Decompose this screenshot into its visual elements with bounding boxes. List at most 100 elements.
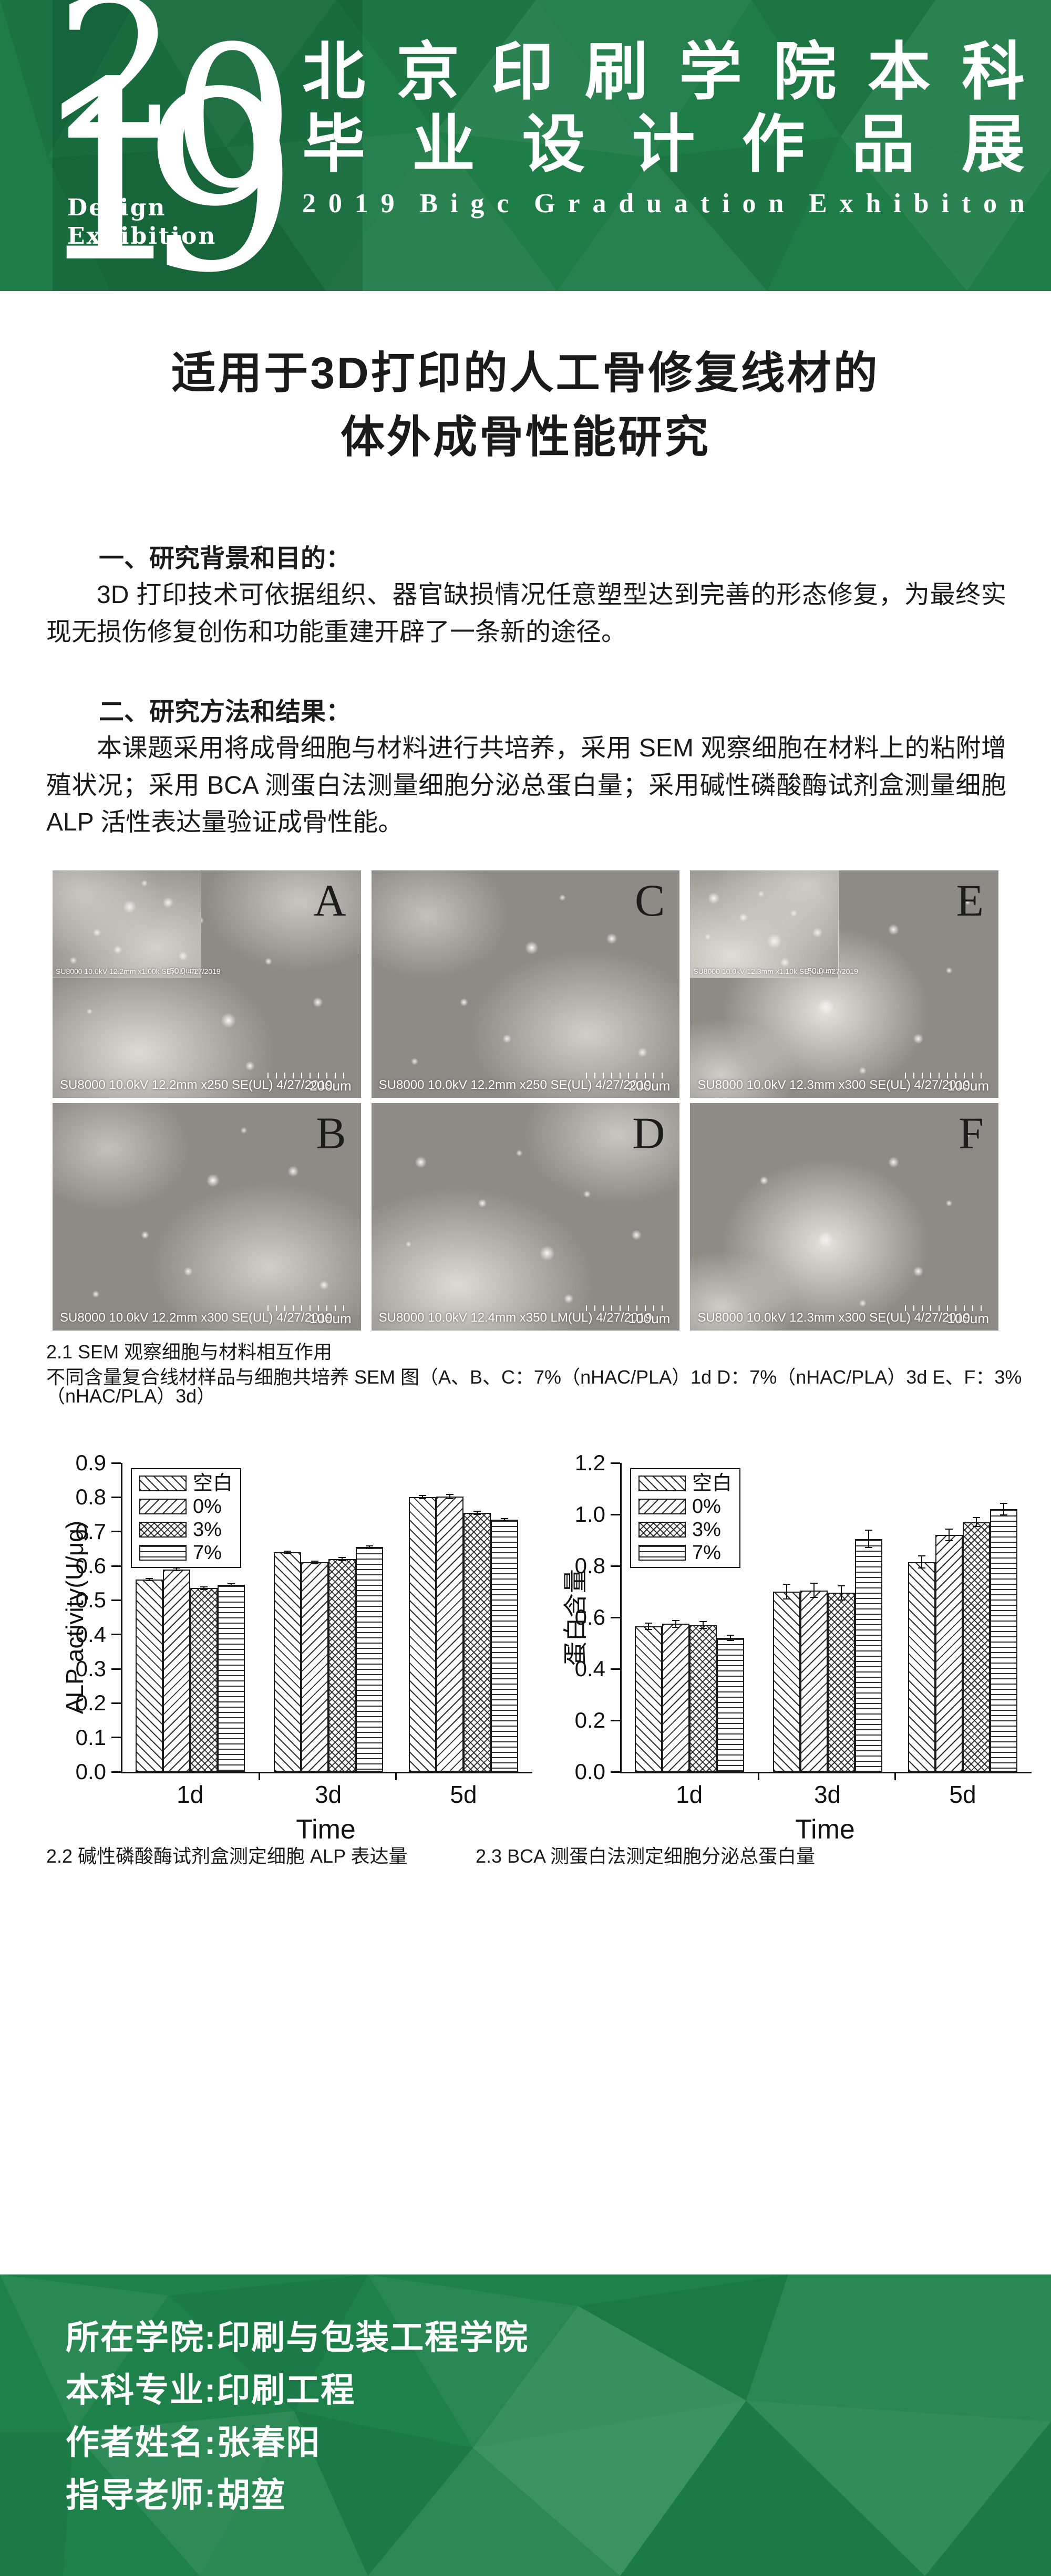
- sem-metadata-bar: SU8000 10.0kV 12.2mm x300 SE(UL) 4/27/20…: [60, 1311, 333, 1325]
- logo-digit-0: 0: [171, 5, 295, 231]
- sem-scale-label: 100um: [947, 1078, 990, 1094]
- section2-heading: 二、研究方法和结果：: [99, 698, 352, 726]
- legend-label: 3%: [692, 1519, 721, 1541]
- logo-digit-2: 2: [55, 0, 179, 184]
- sem-scale-ruler-icon: [905, 1305, 989, 1312]
- header-char: 学: [679, 37, 743, 107]
- logo-subtitle-design: Design: [67, 194, 167, 221]
- header-char: 计: [632, 110, 695, 180]
- error-bar: [311, 1561, 318, 1564]
- y-tick-mark: [111, 1462, 121, 1464]
- legend-item: 空白: [638, 1473, 732, 1493]
- y-tick-label: 0.2: [75, 1690, 106, 1716]
- header-title-line2: 毕业设计作品展: [302, 113, 1025, 176]
- header-char: h: [865, 189, 881, 219]
- bar-空白-3d: [273, 1552, 301, 1772]
- header-char: i: [941, 189, 949, 219]
- header-char: b: [913, 189, 929, 219]
- header-char: x: [839, 189, 853, 219]
- y-tick-label: 1.2: [574, 1450, 605, 1475]
- bar-3%-3d: [328, 1559, 356, 1772]
- sem-scale-label: 200um: [628, 1078, 671, 1094]
- sem-scale-box: 100um: [905, 1305, 989, 1326]
- legend-item: 7%: [638, 1543, 732, 1563]
- legend-swatch-icon: [638, 1522, 686, 1538]
- error-bar: [672, 1619, 679, 1628]
- x-category-label: 5d: [450, 1781, 477, 1808]
- bar-7%-1d: [716, 1638, 744, 1772]
- sem-panel-letter: C: [634, 875, 665, 926]
- error-bar: [365, 1545, 373, 1549]
- sem-panel-letter: B: [316, 1108, 346, 1158]
- bar-3%-5d: [463, 1513, 491, 1772]
- header-char: o: [983, 189, 997, 219]
- sem-panel-A: SU8000 10.0kV 12.2mm x1.00k SE(UL) 4/27/…: [53, 870, 361, 1098]
- y-tick-label: 0.6: [75, 1553, 106, 1578]
- sem-scale-box: 200um: [586, 1073, 671, 1094]
- bar-0%-3d: [301, 1562, 328, 1772]
- plot-area: 空白 0% 3% 7% 0.0 0.2 0.4 0.6 0.8 1.0 1.2 1d 3d 5d: [575, 1452, 1032, 1808]
- header-char: n: [768, 189, 784, 219]
- legend-label: 7%: [692, 1542, 721, 1564]
- bar-空白-1d: [135, 1580, 163, 1772]
- section1-body: 3D 打印技术可依据组织、器官缺损情况任意塑型达到完善的形态修复，为最终实现无损…: [46, 581, 1006, 646]
- logo-panel: [53, 0, 363, 291]
- error-bar: [918, 1555, 925, 1569]
- y-tick-label: 0.8: [75, 1484, 106, 1510]
- bar-7%-3d: [355, 1547, 383, 1772]
- header-char: 毕: [302, 110, 365, 180]
- error-bar: [338, 1557, 346, 1561]
- sem-metadata-bar: SU8000 10.0kV 12.2mm x250 SE(UL) 4/27/20…: [378, 1078, 652, 1092]
- bar-0%-3d: [800, 1591, 828, 1772]
- alp-activity-bar-chart: ALP activity(U/μg) 空白 0% 3% 7% 0.0 0.1 0.2 0.3…: [53, 1452, 552, 1854]
- legend-label: 空白: [193, 1472, 233, 1494]
- legend-swatch-icon: [139, 1545, 187, 1561]
- error-bar: [145, 1577, 153, 1582]
- bar-空白-3d: [772, 1592, 800, 1772]
- y-tick-mark: [611, 1462, 620, 1464]
- legend-item: 7%: [139, 1543, 233, 1563]
- bar-0%-5d: [436, 1497, 463, 1772]
- logo-digit-1: 1: [32, 29, 189, 292]
- sem-scale-ruler-icon: [586, 1073, 671, 1079]
- legend-swatch-icon: [638, 1545, 686, 1561]
- legend-item: 0%: [638, 1497, 732, 1516]
- header-char: 院: [773, 37, 837, 107]
- footer-line-major: 本科专业:印刷工程: [66, 2371, 356, 2409]
- header-char: a: [592, 189, 606, 219]
- y-tick-mark: [111, 1702, 121, 1704]
- header-char: 设: [522, 110, 585, 180]
- bar-3%-3d: [827, 1593, 855, 1772]
- y-tick-label: 0.4: [75, 1622, 106, 1647]
- header-char: 北: [302, 37, 365, 107]
- chart-caption-right: 2.3 BCA 测蛋白法测定细胞分泌总蛋白量: [476, 1845, 816, 1867]
- y-axis-label: ALP activity(U/μg): [61, 1520, 88, 1715]
- logo-digit-9: 9: [142, 39, 300, 292]
- y-tick-label: 0.2: [574, 1708, 605, 1732]
- header-char: B: [419, 189, 438, 219]
- header-char: t: [700, 189, 710, 219]
- header-char: 印: [490, 37, 554, 107]
- error-bar: [837, 1585, 845, 1601]
- poster-title-line2: 体外成骨性能研究: [340, 412, 710, 462]
- y-tick-mark: [111, 1771, 121, 1773]
- error-bar: [500, 1518, 508, 1522]
- sem-scale-ruler-icon: [586, 1305, 671, 1312]
- legend-swatch-icon: [638, 1476, 686, 1491]
- y-tick-label: 0.6: [574, 1605, 605, 1629]
- x-tick-mark: [395, 1772, 397, 1780]
- chart-legend: 空白 0% 3% 7%: [630, 1468, 741, 1568]
- sem-panel-F: F SU8000 10.0kV 12.3mm x300 SE(UL) 4/27/2…: [690, 1103, 998, 1331]
- bar-7%-5d: [490, 1520, 518, 1772]
- x-tick-mark: [258, 1772, 260, 1780]
- sem-panel-E: SU8000 10.0kV 12.3mm x1.10k SE(UL) 4/27/…: [690, 870, 998, 1098]
- y-tick-mark: [111, 1599, 121, 1601]
- sem-metadata-bar: SU8000 10.0kV 12.4mm x350 LM(UL) 4/27/20…: [378, 1311, 652, 1325]
- header-char: t: [961, 189, 971, 219]
- header-char: 2: [302, 189, 316, 219]
- error-bar: [864, 1530, 872, 1548]
- header-title-line1: 北京印刷学院本科: [302, 41, 1025, 104]
- y-tick-label: 0.0: [75, 1759, 106, 1784]
- sem-caption-detail: 不同含量复合线材样品与细胞共培养 SEM 图（A、B、C：7%（nHAC/PLA…: [46, 1366, 1022, 1407]
- bar-0%-1d: [162, 1570, 190, 1772]
